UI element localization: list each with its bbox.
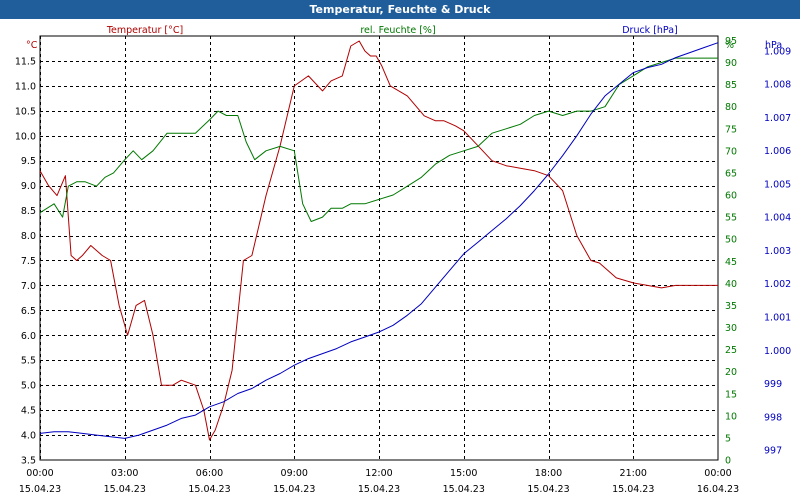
date-tick-4: 15.04.23 — [358, 484, 400, 495]
temperature-tick-16: 11.5 — [15, 56, 36, 67]
temperature-tick-2: 4.5 — [21, 406, 36, 417]
pressure-tick-5: 1.002 — [764, 279, 791, 290]
plot-frame — [39, 35, 719, 461]
temperature-tick-7: 7.0 — [21, 281, 36, 292]
humidity-tick-3: 15 — [725, 389, 737, 400]
temperature-tick-11: 9.0 — [21, 181, 36, 192]
pressure-tick-9: 1.006 — [764, 146, 791, 157]
time-tick-2: 06:00 — [196, 468, 223, 479]
temperature-tick-13: 10.0 — [15, 131, 36, 142]
humidity-tick-4: 20 — [725, 367, 737, 378]
pressure-tick-3: 1.000 — [764, 346, 791, 357]
temperature-tick-10: 8.5 — [21, 206, 36, 217]
time-tick-6: 18:00 — [535, 468, 562, 479]
humidity-tick-19: 95 — [725, 36, 737, 47]
date-tick-7: 15.04.23 — [612, 484, 654, 495]
humidity-tick-18: 90 — [725, 58, 737, 69]
humidity-tick-17: 85 — [725, 80, 737, 91]
grid-lines — [40, 36, 718, 460]
time-tick-7: 21:00 — [620, 468, 647, 479]
humidity-axis-label: rel. Feuchte [%] — [360, 25, 435, 36]
chart-title: Temperatur, Feuchte & Druck — [309, 3, 491, 16]
temperature-tick-14: 10.5 — [15, 106, 36, 117]
humidity-tick-2: 10 — [725, 411, 737, 422]
temperature-tick-1: 4.0 — [21, 431, 36, 442]
temperature-tick-15: 11.0 — [15, 81, 36, 92]
time-tick-1: 03:00 — [111, 468, 138, 479]
date-tick-8: 16.04.23 — [697, 484, 739, 495]
time-tick-5: 15:00 — [450, 468, 477, 479]
pressure-tick-12: 1.009 — [764, 46, 791, 57]
pressure-unit-label: hPa — [765, 40, 782, 51]
temperature-tick-3: 5.0 — [21, 381, 36, 392]
pressure-series-line — [39, 42, 719, 439]
humidity-tick-labels: 0 5 10 15 20 25 30 35 40 45 50 55 60 65 70 75 80 85 90 95 — [725, 36, 737, 467]
date-tick-0: 15.04.23 — [19, 484, 61, 495]
date-tick-3: 15.04.23 — [273, 484, 315, 495]
axis-labels: Temperatur [°C] rel. Feuchte [%] Druck [… — [26, 25, 782, 51]
pressure-tick-4: 1.001 — [764, 313, 791, 324]
pressure-tick-6: 1.003 — [764, 246, 791, 257]
time-tick-4: 12:00 — [365, 468, 392, 479]
temperature-tick-0: 3.5 — [21, 456, 36, 467]
humidity-tick-16: 80 — [725, 102, 737, 113]
humidity-tick-9: 45 — [725, 257, 737, 268]
pressure-tick-11: 1.008 — [764, 80, 791, 91]
chart-title-bar: Temperatur, Feuchte & Druck — [0, 0, 800, 19]
humidity-unit-label: % — [725, 40, 734, 51]
temperature-unit-label: °C — [26, 40, 38, 51]
pressure-tick-1: 998 — [764, 412, 782, 423]
humidity-series-line — [39, 57, 718, 222]
pressure-tick-10: 1.007 — [764, 113, 791, 124]
humidity-tick-12: 60 — [725, 191, 737, 202]
data-series — [39, 40, 719, 441]
date-tick-1: 15.04.23 — [104, 484, 146, 495]
humidity-tick-5: 25 — [725, 345, 737, 356]
date-tick-6: 15.04.23 — [527, 484, 569, 495]
time-tick-labels: 00:00 15.04.23 03:00 15.04.23 06:00 15.04.23 0… — [19, 468, 739, 495]
temperature-axis-label: Temperatur [°C] — [106, 25, 183, 36]
humidity-tick-7: 35 — [725, 301, 737, 312]
pressure-tick-8: 1.005 — [764, 179, 791, 190]
time-tick-3: 09:00 — [281, 468, 308, 479]
humidity-tick-8: 40 — [725, 279, 737, 290]
pressure-tick-labels: 997 998 999 1.000 1.001 1.002 1.003 1.004 1.005 1… — [764, 46, 791, 456]
temperature-tick-12: 9.5 — [21, 156, 36, 167]
pressure-tick-2: 999 — [764, 379, 782, 390]
pressure-axis-label: Druck [hPa] — [622, 25, 678, 36]
time-tick-0: 00:00 — [26, 468, 53, 479]
temperature-tick-5: 6.0 — [21, 331, 36, 342]
humidity-tick-14: 70 — [725, 146, 737, 157]
temperature-tick-4: 5.5 — [21, 356, 36, 367]
temperature-tick-6: 6.5 — [21, 306, 36, 317]
pressure-tick-7: 1.004 — [764, 213, 791, 224]
humidity-tick-1: 5 — [725, 433, 731, 444]
temperature-tick-8: 7.5 — [21, 256, 36, 267]
time-tick-8: 00:00 — [704, 468, 731, 479]
humidity-tick-11: 55 — [725, 213, 737, 224]
temperature-series-line — [39, 40, 718, 441]
humidity-tick-0: 0 — [725, 456, 731, 467]
date-tick-2: 15.04.23 — [188, 484, 230, 495]
date-tick-5: 15.04.23 — [443, 484, 485, 495]
temperature-tick-9: 8.0 — [21, 231, 36, 242]
humidity-tick-10: 50 — [725, 235, 737, 246]
humidity-tick-13: 65 — [725, 168, 737, 179]
humidity-tick-15: 75 — [725, 124, 737, 135]
humidity-tick-6: 30 — [725, 323, 737, 334]
temperature-tick-labels: 3.5 4.0 4.5 5.0 5.5 6.0 6.5 7.0 7.5 8.0 8.5 9.0 9.5 1… — [15, 56, 36, 466]
pressure-tick-0: 997 — [764, 446, 782, 457]
